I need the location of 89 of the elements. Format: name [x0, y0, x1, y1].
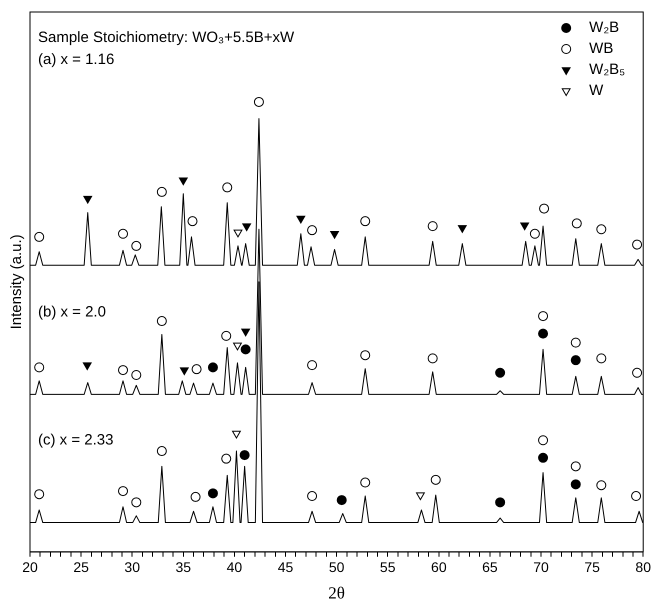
point [82, 362, 92, 370]
x-tick-label: 75 [584, 559, 600, 576]
point [307, 491, 318, 502]
point [530, 228, 540, 239]
point [428, 221, 438, 232]
x-tick-label: 50 [328, 559, 345, 576]
point [208, 488, 218, 498]
x-tick-label: 80 [635, 559, 652, 576]
point [360, 216, 370, 226]
x-tick-label: 65 [482, 559, 498, 576]
x-axis-title: 2θ [328, 583, 345, 602]
point [307, 225, 318, 236]
point [188, 216, 198, 226]
point [631, 491, 642, 502]
point [34, 489, 44, 500]
point [495, 497, 506, 508]
point [538, 311, 548, 322]
point [570, 355, 581, 366]
point [83, 196, 92, 204]
legend-label: W [589, 82, 604, 100]
point [520, 222, 530, 230]
point [570, 479, 581, 490]
point [118, 365, 128, 376]
point [254, 96, 264, 107]
x-tick-label: 25 [73, 559, 90, 576]
x-tick-label: 40 [226, 559, 242, 576]
point [570, 461, 581, 472]
point [428, 353, 438, 364]
point [572, 218, 582, 228]
point [430, 474, 441, 485]
point [233, 342, 242, 350]
point [232, 430, 241, 438]
point [34, 362, 44, 372]
point [180, 367, 189, 376]
point [118, 486, 128, 496]
point [208, 362, 218, 372]
point [131, 370, 142, 380]
point [156, 186, 167, 197]
x-tick-label: 35 [176, 559, 192, 576]
point [330, 231, 339, 239]
point [131, 497, 142, 508]
point [178, 177, 188, 186]
legend-label: WB [589, 40, 614, 58]
text: Sample Stoichiometry: WO₃+5.5B+xW [38, 29, 296, 46]
point [221, 330, 232, 341]
legend-label: W₂B [589, 19, 620, 36]
x-tick-label: 55 [380, 559, 396, 576]
x-tick-label: 70 [533, 559, 550, 576]
point [632, 240, 642, 250]
point [192, 364, 202, 374]
annotation: (b) x = 2.0 [38, 304, 106, 320]
point [241, 328, 250, 336]
point [458, 225, 467, 233]
point [632, 368, 642, 378]
text: (a) x = 1.16 [38, 51, 114, 68]
point [296, 216, 306, 224]
legend-label: W₂B₅ [589, 61, 626, 78]
x-tick-label: 30 [124, 559, 140, 576]
point [570, 338, 581, 348]
point [156, 446, 167, 456]
x-tick-label: 20 [22, 559, 38, 576]
point [118, 228, 128, 239]
point [307, 360, 318, 370]
point [221, 454, 232, 464]
point [495, 368, 506, 378]
point [222, 182, 232, 192]
point [240, 344, 251, 354]
x-tick-label: 60 [431, 559, 447, 576]
point [240, 450, 250, 460]
point [538, 435, 548, 446]
point [538, 328, 548, 339]
point [416, 492, 425, 500]
x-tick-label: 45 [278, 559, 294, 576]
point [336, 495, 347, 506]
point [360, 350, 370, 360]
y-axis-title: Intensity (a.u.) [8, 234, 26, 330]
point [538, 452, 548, 463]
point [190, 492, 201, 502]
point [360, 478, 370, 488]
point [156, 316, 167, 326]
point [234, 230, 242, 238]
point [34, 232, 44, 242]
point [596, 353, 606, 364]
point [596, 224, 606, 234]
point [131, 240, 142, 251]
annotation: (c) x = 2.33 [38, 432, 114, 449]
point [242, 223, 252, 232]
point [596, 480, 606, 490]
point [539, 204, 550, 214]
